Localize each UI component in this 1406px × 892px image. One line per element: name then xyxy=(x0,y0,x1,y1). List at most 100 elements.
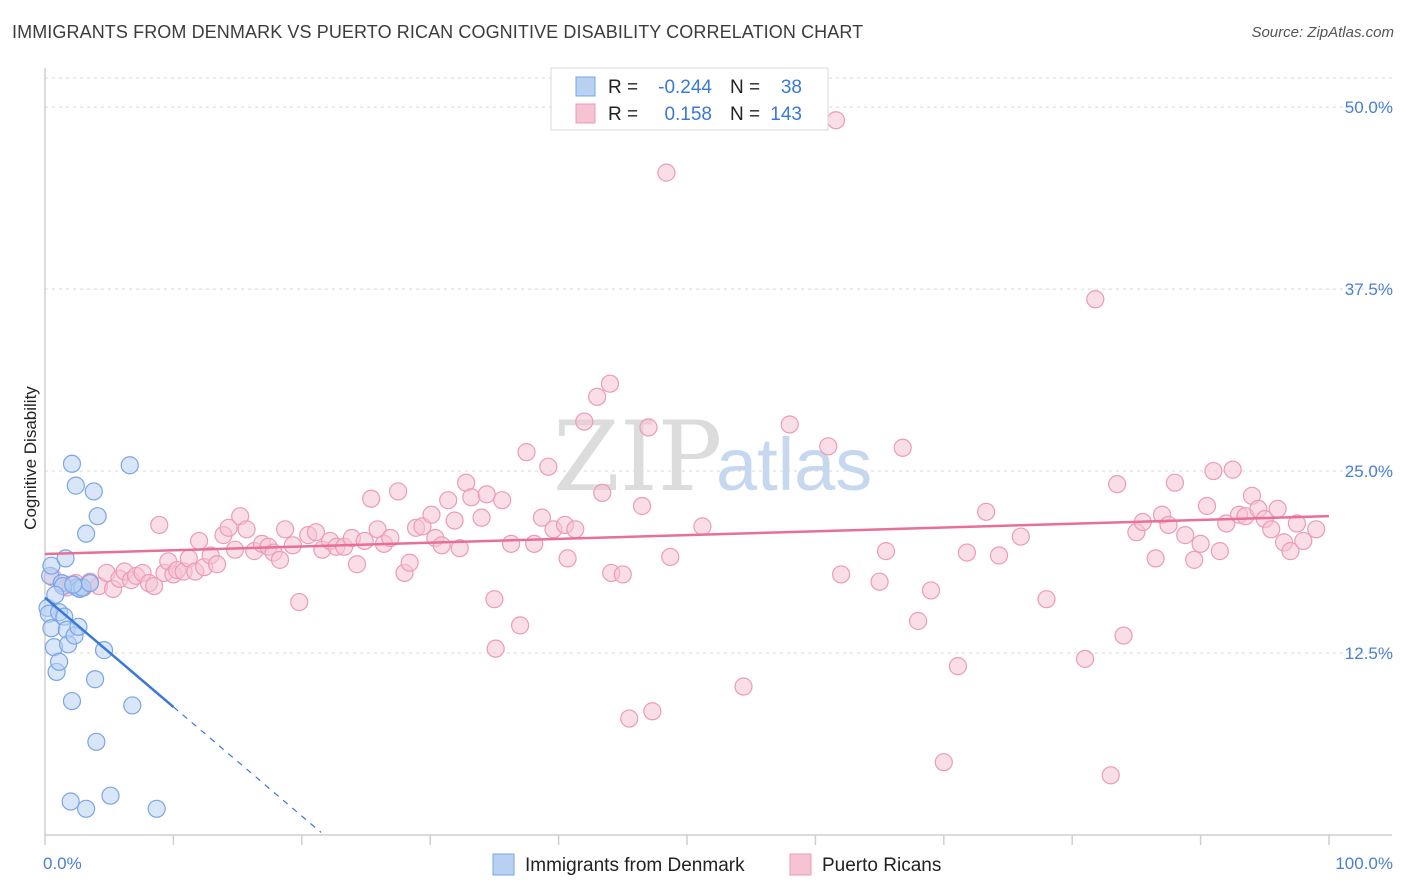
point-immigrants-from-denmark xyxy=(46,585,65,604)
y-tick-label: 25.0% xyxy=(1345,462,1393,481)
point-puerto-ricans xyxy=(381,528,400,548)
point-immigrants-from-denmark xyxy=(42,556,61,575)
legend-n-value-blue: 38 xyxy=(781,77,802,98)
point-puerto-ricans xyxy=(472,508,491,527)
series-legend: Immigrants from Denmark Puerto Ricans xyxy=(492,853,941,876)
point-puerto-ricans xyxy=(422,505,441,524)
point-puerto-ricans xyxy=(909,611,928,631)
point-immigrants-from-denmark xyxy=(62,454,82,473)
point-puerto-ricans xyxy=(270,550,290,569)
point-immigrants-from-denmark xyxy=(123,696,142,715)
legend-marker-puerto-ricans xyxy=(789,853,812,876)
point-puerto-ricans xyxy=(566,520,585,539)
point-puerto-ricans xyxy=(347,555,367,574)
point-puerto-ricans xyxy=(493,491,512,510)
chart-title: IMMIGRANTS FROM DENMARK VS PUERTO RICAN … xyxy=(12,22,864,42)
series-immigrants-from-denmark xyxy=(38,454,166,818)
point-immigrants-from-denmark xyxy=(66,476,85,495)
point-puerto-ricans xyxy=(613,565,632,584)
series-puerto-ricans xyxy=(43,111,1326,785)
point-immigrants-from-denmark xyxy=(50,652,69,671)
trend-line-denmark-extrapolated xyxy=(173,706,322,833)
point-immigrants-from-denmark xyxy=(87,732,106,751)
point-puerto-ricans xyxy=(485,590,504,609)
point-puerto-ricans xyxy=(1197,496,1217,516)
point-puerto-ricans xyxy=(1307,520,1326,539)
x-tick-label-min: 0.0% xyxy=(43,854,82,873)
point-puerto-ricans xyxy=(780,415,799,434)
point-puerto-ricans xyxy=(693,517,712,536)
point-immigrants-from-denmark xyxy=(62,691,82,711)
point-puerto-ricans xyxy=(189,531,209,551)
point-puerto-ricans xyxy=(639,418,658,437)
point-puerto-ricans xyxy=(445,511,464,530)
point-puerto-ricans xyxy=(934,753,953,772)
point-puerto-ricans xyxy=(450,539,469,558)
point-puerto-ricans xyxy=(661,547,680,567)
point-puerto-ricans xyxy=(1037,590,1056,609)
y-axis-label: Cognitive Disability xyxy=(21,386,40,530)
point-puerto-ricans xyxy=(1075,649,1095,668)
y-tick-label: 12.5% xyxy=(1345,644,1393,663)
point-puerto-ricans xyxy=(921,581,941,600)
point-puerto-ricans xyxy=(150,515,169,535)
point-puerto-ricans xyxy=(462,488,481,507)
trend-line-denmark xyxy=(44,596,175,708)
legend-r-label-pink: R = xyxy=(608,104,638,125)
legend-n-label-blue: N = xyxy=(730,77,760,98)
point-puerto-ricans xyxy=(657,163,676,182)
point-puerto-ricans xyxy=(389,482,408,501)
point-puerto-ricans xyxy=(237,520,256,539)
legend-r-value-pink: 0.158 xyxy=(664,104,712,125)
point-puerto-ricans xyxy=(1108,475,1127,494)
point-puerto-ricans xyxy=(1223,460,1242,479)
point-puerto-ricans xyxy=(1204,461,1223,481)
point-puerto-ricans xyxy=(306,523,326,542)
legend-swatch-pink xyxy=(575,103,596,124)
point-puerto-ricans xyxy=(620,709,639,728)
point-puerto-ricans xyxy=(957,543,977,562)
point-puerto-ricans xyxy=(588,387,607,406)
point-immigrants-from-denmark xyxy=(76,524,96,543)
point-puerto-ricans xyxy=(525,534,544,553)
point-puerto-ricans xyxy=(1086,290,1105,309)
point-immigrants-from-denmark xyxy=(84,482,103,501)
point-puerto-ricans xyxy=(1165,473,1185,492)
point-puerto-ricans xyxy=(400,553,419,572)
point-puerto-ricans xyxy=(1287,514,1307,533)
point-puerto-ricans xyxy=(501,534,521,553)
point-puerto-ricans xyxy=(632,496,652,516)
source-label: Source: ZipAtlas.com xyxy=(1251,24,1394,41)
point-puerto-ricans xyxy=(1294,531,1313,551)
point-puerto-ricans xyxy=(362,489,381,508)
point-puerto-ricans xyxy=(539,457,558,476)
point-puerto-ricans xyxy=(477,485,496,504)
legend-r-label-blue: R = xyxy=(608,77,638,98)
point-puerto-ricans xyxy=(876,542,896,561)
legend-n-label-pink: N = xyxy=(730,104,760,125)
point-puerto-ricans xyxy=(1011,527,1030,546)
point-immigrants-from-denmark xyxy=(76,799,96,818)
point-puerto-ricans xyxy=(593,483,612,502)
point-puerto-ricans xyxy=(1281,542,1300,561)
point-immigrants-from-denmark xyxy=(61,792,80,811)
point-puerto-ricans xyxy=(734,677,753,696)
point-immigrants-from-denmark xyxy=(64,575,83,594)
legend-marker-denmark xyxy=(492,853,515,876)
point-puerto-ricans xyxy=(290,592,309,612)
point-puerto-ricans xyxy=(826,111,846,130)
point-puerto-ricans xyxy=(1268,499,1287,519)
x-tick-label-max: 100.0% xyxy=(1335,854,1393,873)
point-puerto-ricans xyxy=(276,520,295,539)
point-puerto-ricans xyxy=(1262,520,1281,539)
point-puerto-ricans xyxy=(819,437,838,456)
point-puerto-ricans xyxy=(1185,550,1204,569)
point-puerto-ricans xyxy=(219,518,238,537)
point-immigrants-from-denmark xyxy=(101,786,120,805)
point-puerto-ricans xyxy=(558,549,577,568)
point-puerto-ricans xyxy=(977,502,996,521)
point-puerto-ricans xyxy=(1210,542,1229,561)
legend-n-value-pink: 143 xyxy=(770,104,802,125)
legend-r-value-blue: -0.244 xyxy=(658,77,712,98)
legend-label-puerto-ricans: Puerto Ricans xyxy=(822,855,941,876)
